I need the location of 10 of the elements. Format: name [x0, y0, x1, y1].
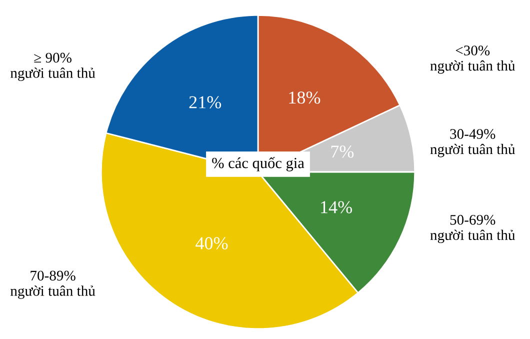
data-label: 21% — [189, 96, 222, 108]
slice-label: <30% người tuân thủ — [430, 46, 516, 74]
data-label: 14% — [321, 201, 352, 214]
text: % các quốc gia — [212, 156, 304, 172]
slice-label: 30-49% người tuân thủ — [430, 129, 516, 158]
data-label: 40% — [196, 237, 228, 250]
slice-label: 70-89% người tuân thủ — [10, 270, 96, 299]
slice-label: 50-69% người tuân thủ — [430, 214, 516, 244]
data-label: 18% — [289, 91, 320, 104]
slice-label: ≥ 90% người tuân thủ — [10, 52, 96, 81]
